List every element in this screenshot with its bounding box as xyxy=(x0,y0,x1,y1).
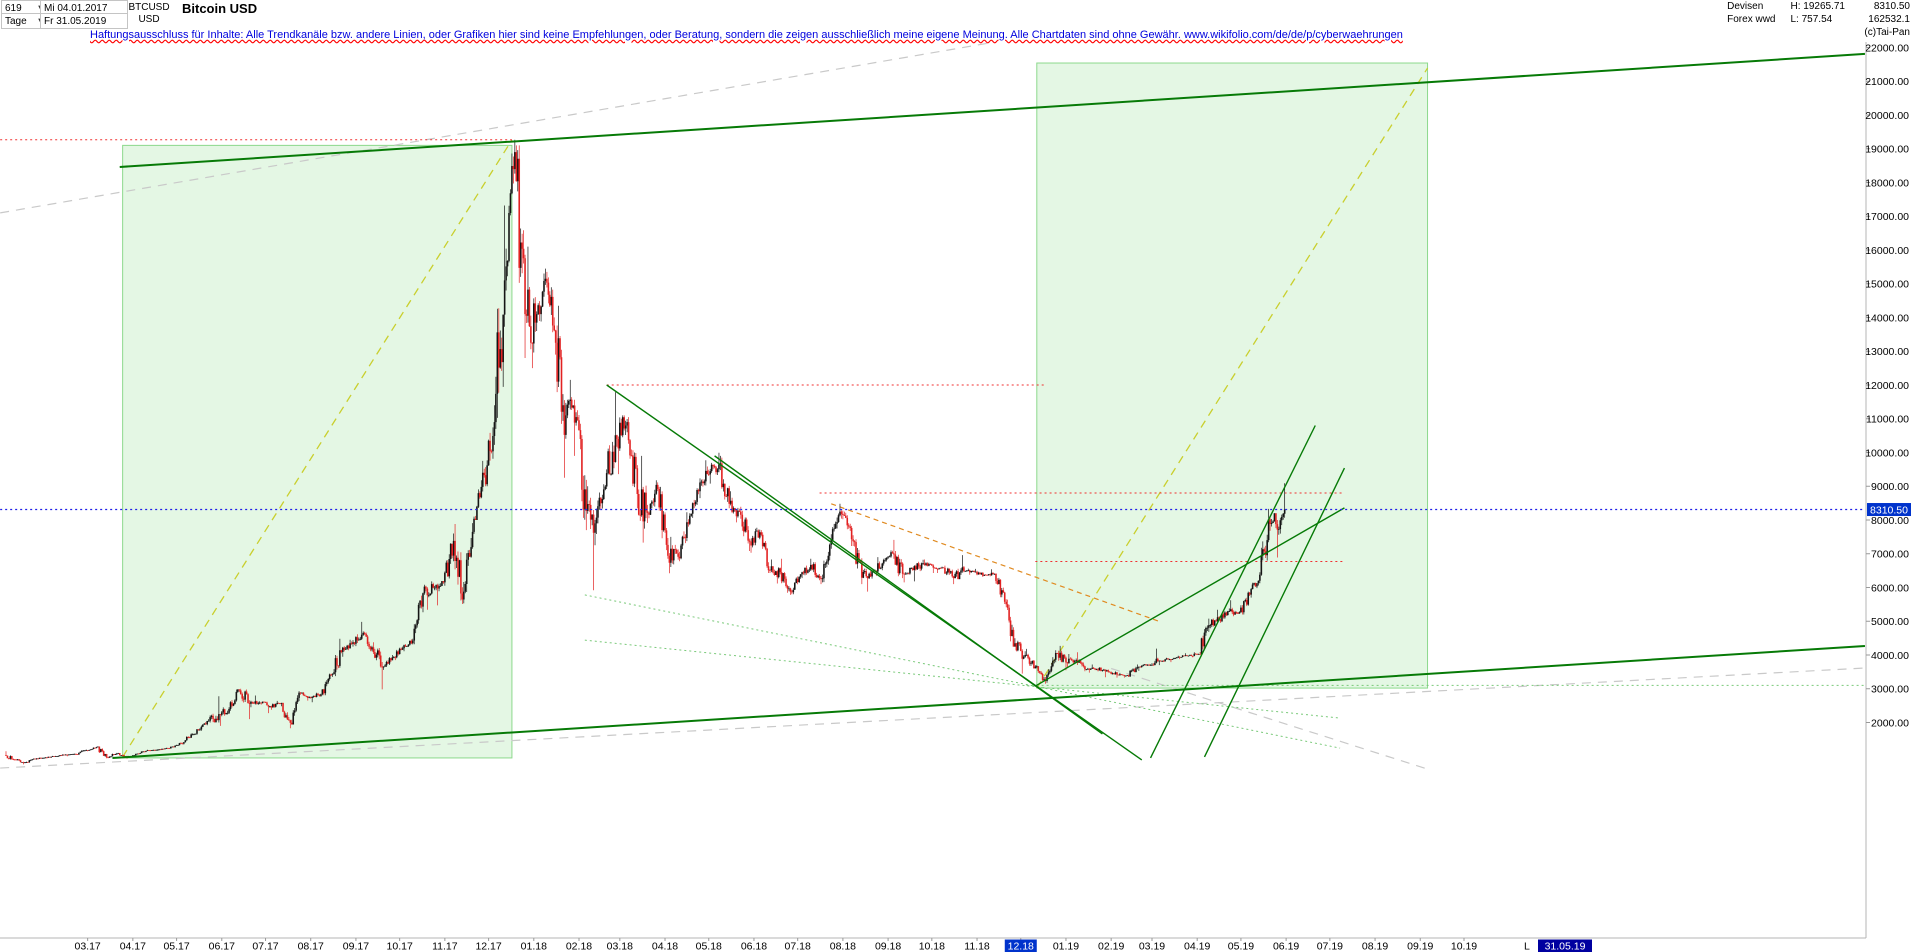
volume-value: 162532.1 xyxy=(1868,14,1910,25)
svg-text:9000.00: 9000.00 xyxy=(1871,481,1909,493)
disclaimer-text: Haftungsausschluss für Inhalte: Alle Tre… xyxy=(90,29,1403,41)
svg-text:05.18: 05.18 xyxy=(696,941,722,952)
svg-text:10.18: 10.18 xyxy=(919,941,945,952)
svg-text:06.19: 06.19 xyxy=(1273,941,1299,952)
horizontal-levels xyxy=(0,139,1865,686)
svg-text:31.05.19: 31.05.19 xyxy=(1545,941,1586,952)
svg-text:10000.00: 10000.00 xyxy=(1865,447,1909,459)
svg-text:6000.00: 6000.00 xyxy=(1871,582,1909,594)
svg-text:07.19: 07.19 xyxy=(1317,941,1343,952)
feed-label: Forex wwd xyxy=(1727,14,1776,25)
svg-text:12.18: 12.18 xyxy=(1008,941,1034,952)
svg-text:08.17: 08.17 xyxy=(298,941,324,952)
category-label: Devisen xyxy=(1727,1,1764,12)
high-value: H: 19265.71 xyxy=(1790,1,1846,12)
svg-text:11.17: 11.17 xyxy=(432,941,458,952)
quote-info: Devisen Forex wwd H: 19265.71 L: 757.54 … xyxy=(1727,0,1910,26)
period-value: Tage xyxy=(5,15,27,27)
svg-text:07.17: 07.17 xyxy=(252,941,278,952)
svg-text:18000.00: 18000.00 xyxy=(1865,177,1909,189)
svg-text:5000.00: 5000.00 xyxy=(1871,616,1909,628)
copyright-label: (c)Tai-Pan xyxy=(1864,27,1910,38)
time-axis: 03.17 04.17 05.17 06.17 07.17 08.17 09.17 10.17… xyxy=(75,938,1477,952)
low-value: L: 757.54 xyxy=(1790,14,1833,25)
last-date-label: L 31.05.19 xyxy=(1524,939,1592,952)
svg-text:19000.00: 19000.00 xyxy=(1865,144,1909,156)
svg-text:09.19: 09.19 xyxy=(1407,941,1433,952)
svg-text:13000.00: 13000.00 xyxy=(1865,346,1909,358)
svg-text:03.18: 03.18 xyxy=(607,941,633,952)
svg-text:04.17: 04.17 xyxy=(120,941,146,952)
plot-area xyxy=(0,42,1866,770)
chart-toolbar: 619 ▼ Tage ▼ Mi 04.01.2017 Fr 31.05.2019… xyxy=(0,0,1912,38)
svg-text:01.18: 01.18 xyxy=(521,941,547,952)
last-price-value: 8310.50 xyxy=(1873,1,1910,12)
svg-text:15000.00: 15000.00 xyxy=(1865,279,1909,291)
svg-text:02.18: 02.18 xyxy=(566,941,592,952)
svg-text:7000.00: 7000.00 xyxy=(1871,549,1909,561)
last-date-field[interactable]: Fr 31.05.2019 xyxy=(40,13,128,29)
quote-price-column: 8310.50 162532.1 xyxy=(1860,0,1910,26)
highlight-boxes xyxy=(122,62,1429,759)
svg-text:06.17: 06.17 xyxy=(209,941,235,952)
svg-text:8000.00: 8000.00 xyxy=(1871,515,1909,527)
quote-category-column: Devisen Forex wwd xyxy=(1727,0,1775,26)
svg-text:10.19: 10.19 xyxy=(1451,941,1477,952)
svg-text:4000.00: 4000.00 xyxy=(1871,650,1909,662)
svg-text:05.17: 05.17 xyxy=(163,941,189,952)
svg-text:11.18: 11.18 xyxy=(964,941,990,952)
symbol-currency: USD xyxy=(138,13,160,25)
svg-text:8310.50: 8310.50 xyxy=(1870,504,1908,516)
svg-text:05.19: 05.19 xyxy=(1228,941,1254,952)
price-axis: 22000.00 21000.00 20000.00 19000.00 18000.00… xyxy=(1865,42,1909,729)
symbol-block: BTCUSD USD xyxy=(124,0,174,27)
svg-text:07.18: 07.18 xyxy=(785,941,811,952)
quote-highlow-column: H: 19265.71 L: 757.54 xyxy=(1791,0,1846,26)
svg-text:04.18: 04.18 xyxy=(652,941,678,952)
svg-text:02.19: 02.19 xyxy=(1098,941,1124,952)
trend-lines-solid xyxy=(112,52,1866,761)
bars-count-value: 619 xyxy=(5,2,22,14)
svg-text:2000.00: 2000.00 xyxy=(1871,717,1909,729)
svg-text:08.18: 08.18 xyxy=(830,941,856,952)
svg-text:10.17: 10.17 xyxy=(387,941,413,952)
svg-text:12000.00: 12000.00 xyxy=(1865,380,1909,392)
svg-text:14000.00: 14000.00 xyxy=(1865,312,1909,324)
svg-text:20000.00: 20000.00 xyxy=(1865,110,1909,122)
svg-text:04.19: 04.19 xyxy=(1184,941,1210,952)
svg-text:06.18: 06.18 xyxy=(741,941,767,952)
last-price-marker: 8310.50 xyxy=(1867,503,1911,516)
svg-text:16000.00: 16000.00 xyxy=(1865,245,1909,257)
svg-text:09.17: 09.17 xyxy=(343,941,369,952)
svg-text:11000.00: 11000.00 xyxy=(1866,414,1909,426)
svg-text:12.17: 12.17 xyxy=(475,941,501,952)
svg-text:03.17: 03.17 xyxy=(75,941,101,952)
svg-text:21000.00: 21000.00 xyxy=(1865,76,1909,88)
svg-text:08.19: 08.19 xyxy=(1362,941,1388,952)
svg-text:09.18: 09.18 xyxy=(875,941,901,952)
chart-title: Bitcoin USD xyxy=(182,1,258,16)
svg-text:01.19: 01.19 xyxy=(1053,941,1079,952)
svg-text:17000.00: 17000.00 xyxy=(1865,211,1909,223)
symbol-code: BTCUSD xyxy=(128,1,170,13)
trend-lines-dashed xyxy=(0,42,1865,770)
svg-text:03.19: 03.19 xyxy=(1139,941,1165,952)
svg-text:22000.00: 22000.00 xyxy=(1865,42,1909,54)
svg-text:L: L xyxy=(1524,941,1530,952)
svg-text:3000.00: 3000.00 xyxy=(1871,684,1909,696)
